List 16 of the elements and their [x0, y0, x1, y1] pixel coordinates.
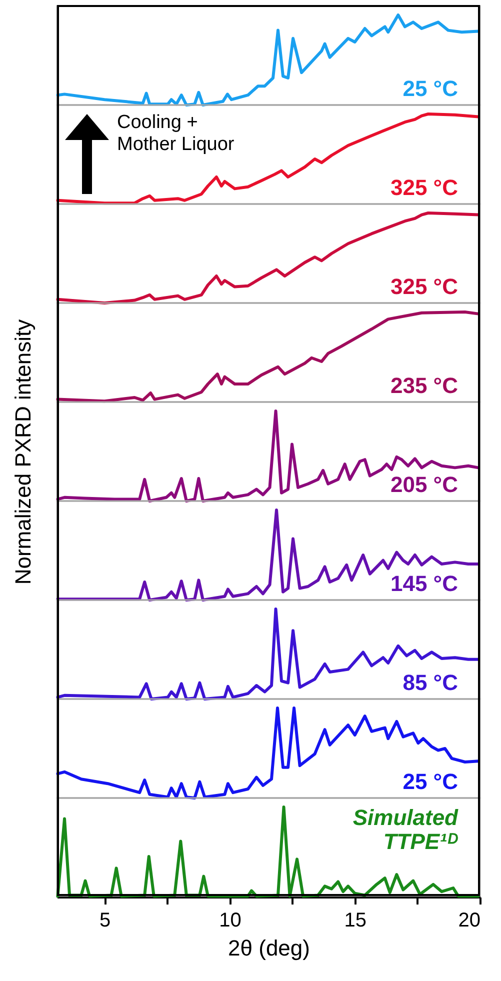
- x-tick-label: 10: [219, 910, 242, 932]
- text: 325 °C: [390, 274, 458, 299]
- series-label: 85 °C: [402, 670, 458, 695]
- x-axis-title: 2θ (deg): [228, 936, 310, 960]
- series-label: 145 °C: [390, 571, 458, 596]
- text: 25 °C: [402, 76, 458, 101]
- series-label: 25 °C: [402, 769, 458, 794]
- x-tick-label: 15: [344, 910, 366, 932]
- series-label: 325 °C: [390, 175, 458, 200]
- y-axis-title: Normalized PXRD intensity: [10, 319, 36, 585]
- series-label: 205 °C: [390, 472, 458, 497]
- text: 235 °C: [390, 373, 458, 398]
- series-label: Simulated TTPE¹ᴰ: [352, 805, 459, 854]
- x-tick-label: 20: [458, 910, 480, 932]
- x-tick-label: 5: [99, 910, 111, 932]
- annotation: Cooling + Mother Liquor: [117, 112, 235, 155]
